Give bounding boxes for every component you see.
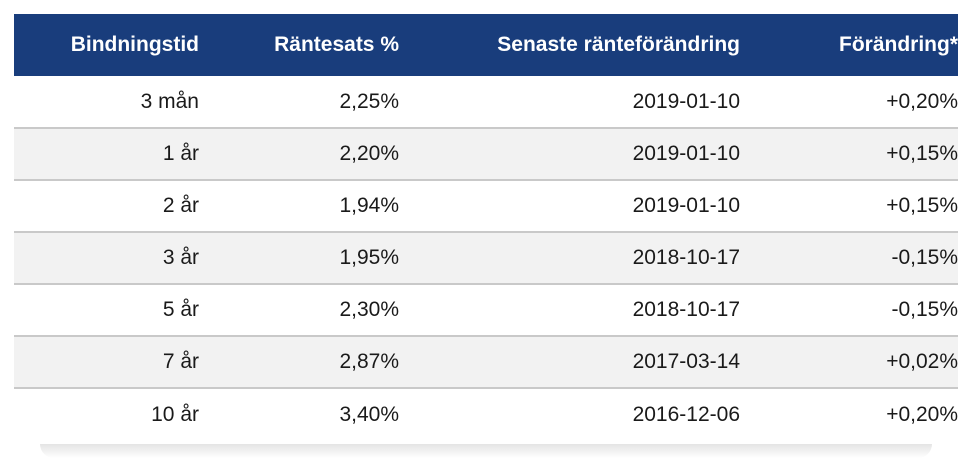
cell-senaste-forandring: 2018-10-17 xyxy=(399,231,740,284)
table-bottom-shadow xyxy=(40,444,932,458)
cell-forandring: -0,15% xyxy=(740,231,958,284)
header-rantesats: Räntesats % xyxy=(274,33,399,56)
cell-forandring: +0,15% xyxy=(740,127,958,180)
interest-rate-table: Bindningstid Räntesats % Senaste räntefö… xyxy=(14,14,958,440)
cell-bindningstid: 7 år xyxy=(14,335,199,388)
cell-bindningstid: 5 år xyxy=(14,283,199,336)
table-row: 3 mån 2,25% 2019-01-10 +0,20% xyxy=(14,76,958,128)
cell-bindningstid: 3 mån xyxy=(140,89,199,113)
cell-rantesats: 1,95% xyxy=(199,231,399,284)
cell-senaste-forandring: 2018-10-17 xyxy=(399,283,740,336)
cell-senaste-forandring: 2019-01-10 xyxy=(399,179,740,232)
cell-senaste-forandring: 2019-01-10 xyxy=(399,127,740,180)
rate-table-container: Bindningstid Räntesats % Senaste räntefö… xyxy=(14,14,958,440)
table-header-row: Bindningstid Räntesats % Senaste räntefö… xyxy=(14,14,958,76)
cell-bindningstid: 2 år xyxy=(14,179,199,232)
cell-bindningstid: 3 år xyxy=(14,231,199,284)
table-row: 5 år 2,30% 2018-10-17 -0,15% xyxy=(14,283,958,336)
cell-rantesats: 1,94% xyxy=(199,179,399,232)
cell-rantesats: 2,20% xyxy=(199,127,399,180)
table-body: 3 mån 2,25% 2019-01-10 +0,20% 1 år 2,20%… xyxy=(14,76,958,440)
table-row: 2 år 1,94% 2019-01-10 +0,15% xyxy=(14,179,958,232)
table-row: 3 år 1,95% 2018-10-17 -0,15% xyxy=(14,231,958,284)
cell-rantesats: 3,40% xyxy=(199,387,399,440)
cell-senaste-forandring: 2017-03-14 xyxy=(399,335,740,388)
table-row: 7 år 2,87% 2017-03-14 +0,02% xyxy=(14,335,958,388)
cell-forandring: +0,02% xyxy=(740,335,958,388)
cell-bindningstid: 1 år xyxy=(14,127,199,180)
cell-senaste-forandring: 2016-12-06 xyxy=(399,387,740,440)
table-row: 10 år 3,40% 2016-12-06 +0,20% xyxy=(14,387,958,440)
cell-forandring: +0,20% xyxy=(886,89,958,113)
cell-rantesats: 2,25% xyxy=(339,89,399,113)
cell-bindningstid: 10 år xyxy=(14,387,199,440)
table-row: 1 år 2,20% 2019-01-10 +0,15% xyxy=(14,127,958,180)
cell-rantesats: 2,87% xyxy=(199,335,399,388)
cell-senaste-forandring: 2019-01-10 xyxy=(632,89,740,113)
cell-rantesats: 2,30% xyxy=(199,283,399,336)
header-senaste-rantforandring: Senaste ränteförändring xyxy=(497,33,740,56)
cell-forandring: +0,20% xyxy=(740,387,958,440)
cell-forandring: -0,15% xyxy=(740,283,958,336)
cell-forandring: +0,15% xyxy=(740,179,958,232)
header-forandring: Förändring* xyxy=(839,33,958,56)
header-bindningstid: Bindningstid xyxy=(70,33,199,56)
